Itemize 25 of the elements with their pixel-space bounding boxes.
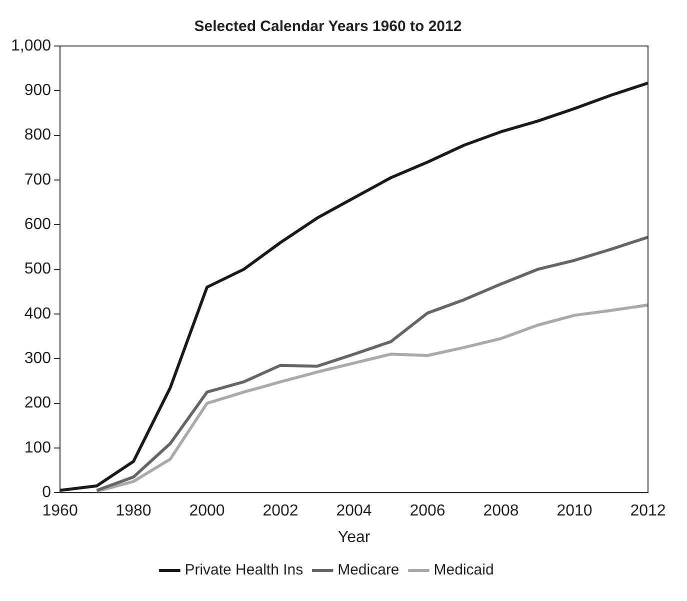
legend-label: Medicaid (434, 562, 494, 579)
x-tick-label: 2004 (336, 502, 372, 520)
x-tick-label: 2008 (483, 502, 519, 520)
x-tick-label: 2000 (189, 502, 225, 520)
y-tick-label: 400 (24, 305, 52, 322)
legend-label: Medicare (338, 562, 400, 579)
chart-title: Selected Calendar Years 1960 to 2012 (194, 18, 462, 36)
y-tick-label: 0 (42, 484, 52, 502)
x-axis-title: Year (338, 528, 371, 546)
y-tick-label: 700 (24, 171, 52, 188)
y-tick-label: 200 (24, 394, 52, 412)
y-tick-label: 300 (24, 350, 52, 368)
x-tick-label: 1980 (116, 502, 152, 520)
x-tick-label: 2012 (630, 502, 666, 520)
y-tick-label: 500 (24, 260, 52, 278)
x-tick-label: 2002 (262, 502, 298, 520)
y-tick-label: 800 (24, 126, 52, 144)
y-tick-label: 100 (24, 439, 52, 456)
x-tick-label: 1960 (42, 502, 78, 520)
x-tick-label: 2006 (410, 502, 446, 520)
x-tick-label: 2010 (556, 502, 592, 520)
y-tick-label: 600 (24, 216, 52, 234)
y-tick-label: 900 (24, 82, 52, 100)
y-tick-label: 1,000 (10, 37, 52, 54)
legend-label: Private Health Ins (184, 562, 304, 579)
